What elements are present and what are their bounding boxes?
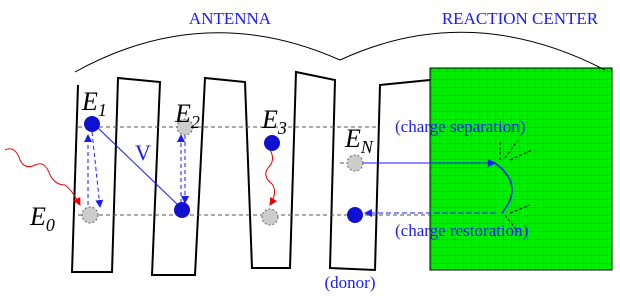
photon — [5, 149, 80, 205]
relaxation — [266, 150, 275, 205]
level-label: E0 — [29, 202, 55, 235]
dots — [82, 116, 363, 225]
donor-label: (donor) — [325, 273, 376, 292]
antenna-arc — [75, 33, 340, 72]
coupling-label: V — [135, 140, 151, 165]
level-label: E3 — [261, 105, 287, 138]
diagram: ANTENNA REACTION CENTER E1 E2 E3 EN E0 V… — [0, 0, 620, 297]
level-label: E2 — [174, 99, 200, 132]
reaction-center-arc — [340, 32, 605, 70]
separation-label: (charge separation) — [395, 117, 525, 136]
level-label: EN — [344, 124, 374, 157]
antenna-label: ANTENNA — [189, 9, 272, 28]
restoration-label: (charge restoration) — [395, 221, 528, 240]
reaction-center-label: REACTION CENTER — [442, 9, 599, 28]
level-label: E1 — [81, 87, 107, 120]
well-outline — [72, 72, 430, 275]
